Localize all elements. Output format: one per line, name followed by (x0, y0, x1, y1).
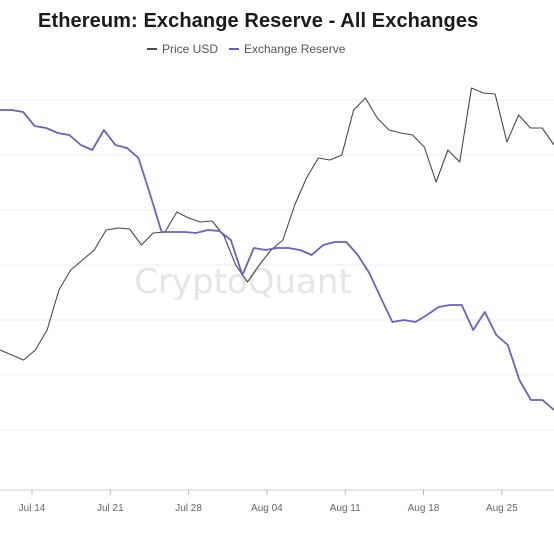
x-tick-label: Jul 14 (19, 503, 46, 514)
x-tick-label: Jul 28 (175, 503, 202, 514)
watermark-text: CryptoQuant (134, 262, 352, 302)
x-tick-label: Aug 11 (330, 503, 361, 514)
x-tick-label: Jul 21 (97, 503, 124, 514)
legend-label-price: Price USD (162, 42, 219, 56)
series-line-exchange-reserve (0, 109, 554, 411)
x-axis: Jul 14 Jul 21 Jul 28 Aug 04 Aug 11 Aug 18 Aug … (19, 490, 518, 514)
chart-title: Ethereum: Exchange Reserve - All Exchang… (38, 10, 479, 32)
chart-grid (0, 99, 554, 491)
x-tick-label: Aug 25 (486, 503, 518, 514)
series-layer (0, 87, 554, 411)
x-tick-label: Aug 18 (408, 503, 440, 514)
legend-label-reserve: Exchange Reserve (244, 42, 346, 56)
legend-swatch-reserve (229, 48, 239, 50)
legend-item-reserve[interactable]: Exchange Reserve (229, 42, 345, 56)
x-tick-label: Aug 04 (251, 503, 283, 514)
legend-item-price[interactable]: Price USD (147, 42, 218, 56)
chart-legend: Price USD Exchange Reserve (0, 42, 554, 58)
legend-swatch-price (147, 48, 157, 50)
series-line-price-usd (0, 87, 554, 361)
